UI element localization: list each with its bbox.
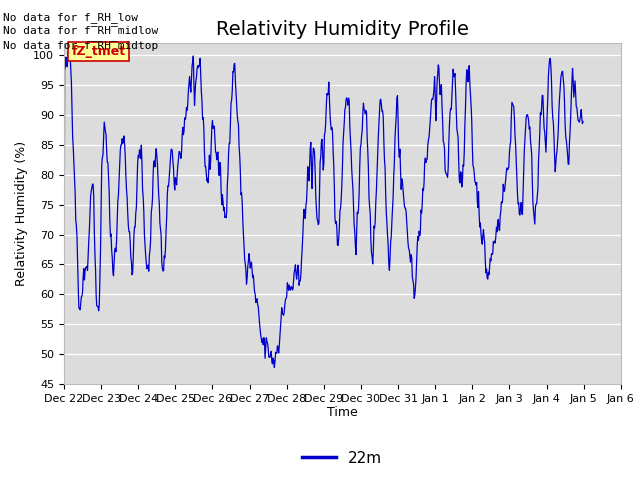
Text: No data for f_RH_low: No data for f_RH_low — [3, 12, 138, 23]
Y-axis label: Relativity Humidity (%): Relativity Humidity (%) — [15, 141, 28, 286]
Legend: 22m: 22m — [296, 444, 388, 472]
Text: fZ_tmet: fZ_tmet — [72, 45, 125, 58]
Title: Relativity Humidity Profile: Relativity Humidity Profile — [216, 20, 469, 39]
Text: No data for f̅RH̅midtop: No data for f̅RH̅midtop — [3, 41, 159, 51]
X-axis label: Time: Time — [327, 407, 358, 420]
Text: No data for f̅RH̅midlow: No data for f̅RH̅midlow — [3, 26, 159, 36]
